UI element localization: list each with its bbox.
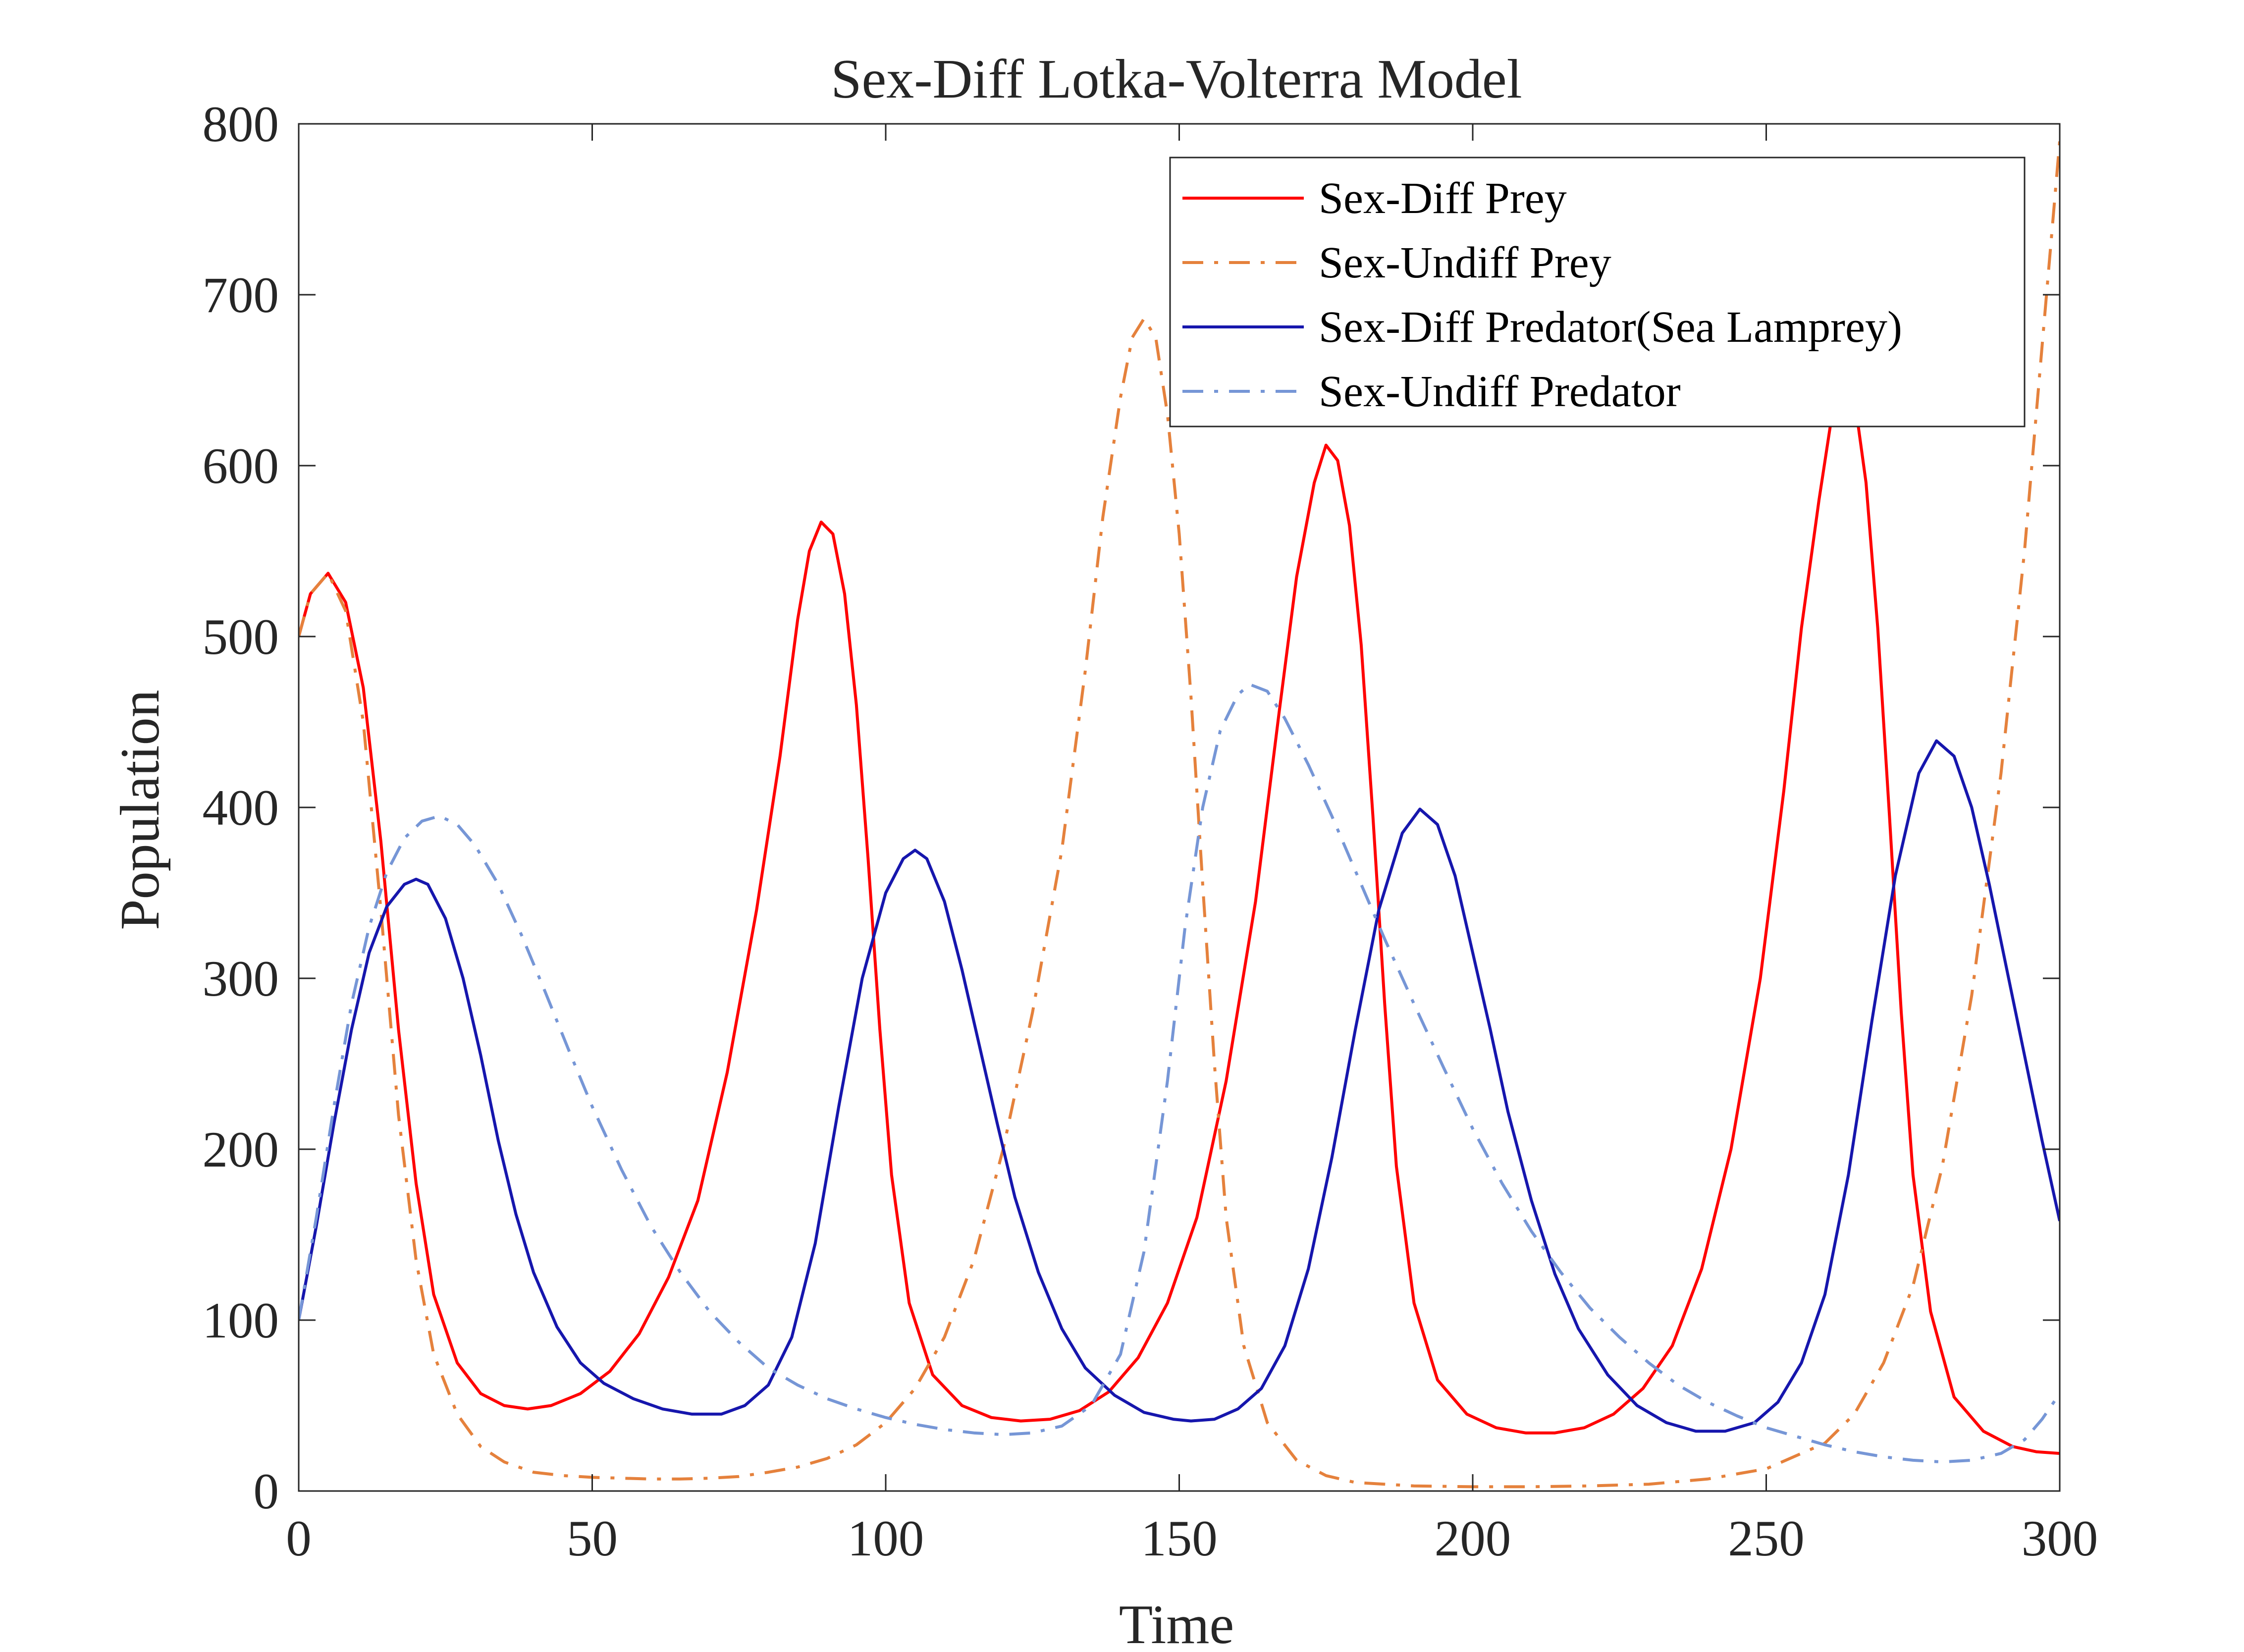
plot-area <box>299 141 2060 1489</box>
y-tick-label: 200 <box>203 1121 279 1178</box>
y-tick-label: 100 <box>203 1292 279 1349</box>
y-tick-label: 700 <box>203 267 279 323</box>
x-axis-label: Time <box>1119 1594 1234 1652</box>
legend-label: Sex-Undiff Predator <box>1319 367 1681 416</box>
y-tick-label: 500 <box>203 609 279 665</box>
x-tick-label: 150 <box>1141 1510 1218 1567</box>
y-tick-label: 600 <box>203 438 279 494</box>
y-tick-label: 400 <box>203 780 279 836</box>
x-tick-label: 0 <box>286 1510 312 1567</box>
legend-box <box>1169 157 2026 427</box>
x-tick-label: 100 <box>848 1510 924 1567</box>
legend: Sex-Diff Prey Sex-Undiff Prey Sex-Diff Pre… <box>1169 157 2026 427</box>
x-tick-label: 200 <box>1435 1510 1511 1567</box>
y-tick-label: 0 <box>254 1463 279 1520</box>
y-tick-label: 800 <box>203 96 279 153</box>
series-line-sex-diff-prey <box>299 382 2060 1455</box>
chart-title: Sex-Diff Lotka-Volterra Model <box>831 49 1522 110</box>
x-tick-label: 300 <box>2022 1510 2098 1567</box>
series-line-sex-undiff-predator <box>299 683 2060 1464</box>
legend-label: Sex-Undiff Prey <box>1319 238 1611 287</box>
series-line-sex-diff-predator-sea-lamprey <box>299 739 2060 1433</box>
series-line-sex-undiff-prey <box>299 141 2060 1489</box>
legend-label: Sex-Diff Predator(Sea Lamprey) <box>1319 303 1902 352</box>
x-tick-label: 250 <box>1728 1510 1805 1567</box>
axis-ticks: 0 50 100 150 200 250 300 0 100 200 300 400 500 600 700… <box>203 96 2098 1567</box>
legend-label: Sex-Diff Prey <box>1319 174 1567 223</box>
y-tick-label: 300 <box>203 951 279 1007</box>
x-tick-label: 50 <box>567 1510 618 1567</box>
y-axis-label: Population <box>109 690 171 930</box>
